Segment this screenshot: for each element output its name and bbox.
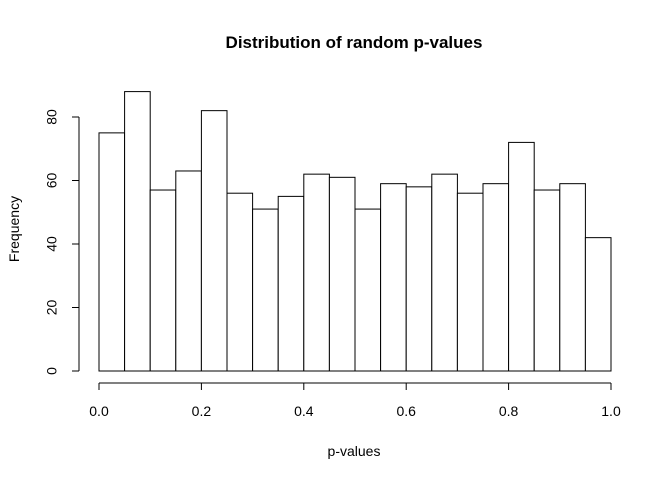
histogram-bar (124, 91, 151, 372)
y-tick-label: 0 (44, 367, 60, 375)
y-axis: 0 20 40 60 80 (44, 109, 80, 375)
y-tick-label: 80 (44, 109, 60, 125)
bars-group (98, 91, 612, 372)
x-tick-label: 1.0 (601, 403, 621, 419)
histogram-bar (405, 186, 433, 372)
x-tick-label: 0.0 (89, 403, 109, 419)
histogram-bar (303, 173, 330, 372)
histogram-bar (482, 183, 510, 372)
y-tick-label: 20 (44, 300, 60, 316)
histogram-bar (431, 173, 458, 372)
chart-title: Distribution of random p-values (226, 33, 483, 52)
histogram-bar (456, 192, 484, 372)
x-axis-label: p-values (328, 443, 381, 459)
x-tick-label: 0.2 (192, 403, 212, 419)
histogram-bar (149, 189, 177, 372)
x-axis: 0.0 0.2 0.4 0.6 0.8 1.0 (89, 382, 621, 419)
histogram-bar (354, 208, 382, 372)
histogram-bar (175, 170, 202, 372)
x-tick-label: 0.8 (499, 403, 519, 419)
histogram-bar (559, 183, 586, 372)
y-axis-label: Frequency (6, 196, 22, 262)
histogram-bar (584, 237, 612, 372)
histogram-bar (533, 189, 561, 372)
histogram-bar (98, 132, 126, 372)
histogram-bar (200, 110, 228, 372)
y-tick-label: 40 (44, 236, 60, 252)
histogram-bar (226, 192, 254, 372)
x-tick-label: 0.6 (396, 403, 416, 419)
y-tick-label: 60 (44, 173, 60, 189)
histogram-bar (328, 176, 356, 372)
x-tick-label: 0.4 (294, 403, 314, 419)
histogram-bar (252, 208, 279, 372)
histogram-bar (380, 183, 407, 372)
histogram-bar (508, 141, 535, 372)
histogram-bar (277, 195, 305, 372)
